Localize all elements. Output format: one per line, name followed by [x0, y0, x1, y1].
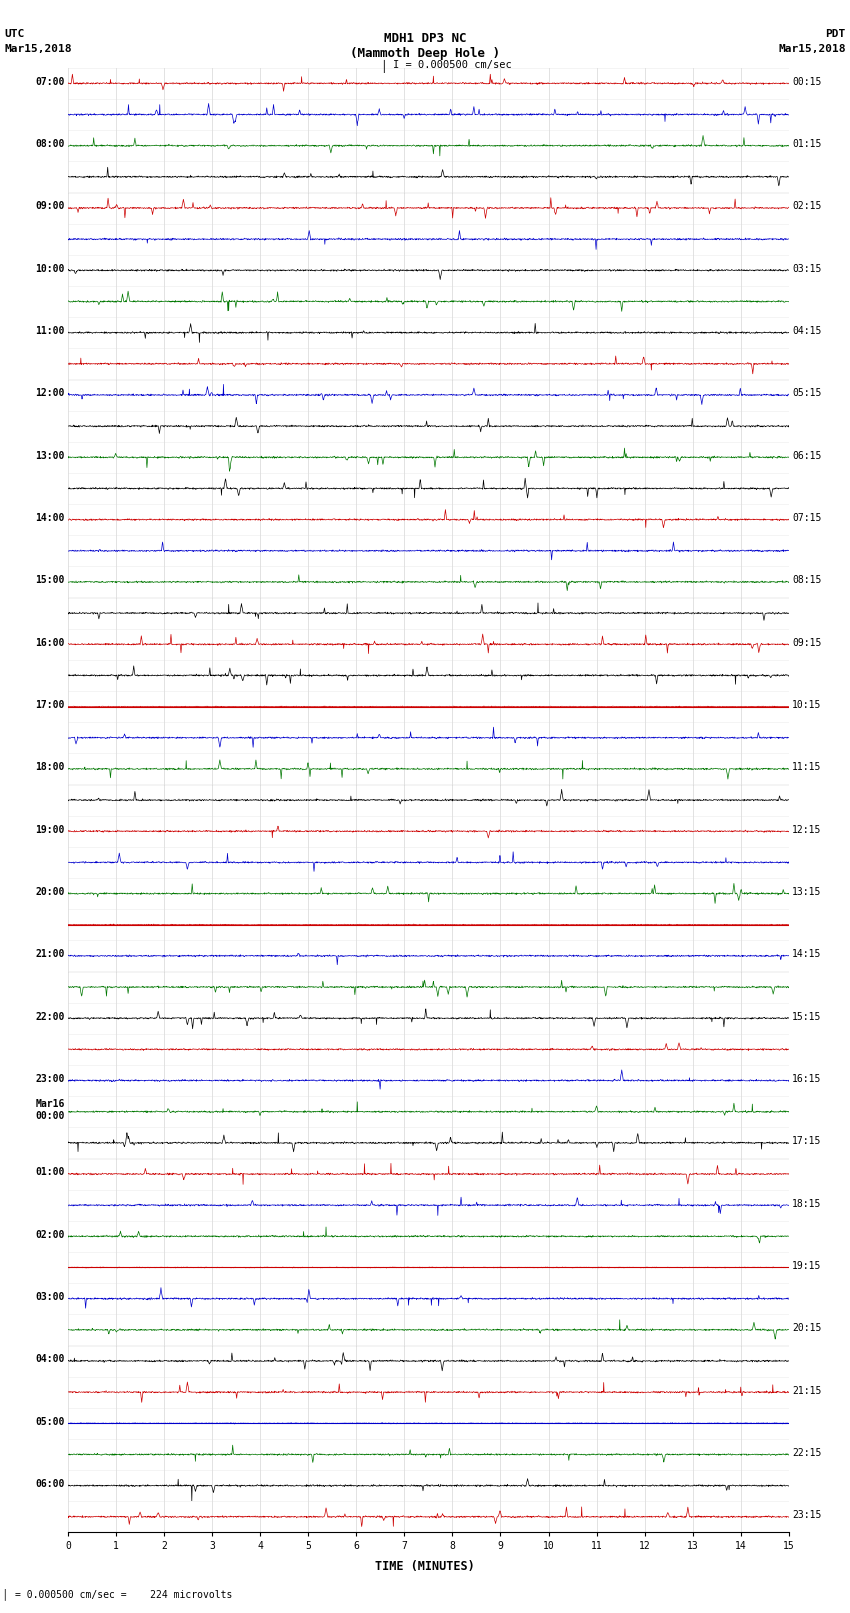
Text: 10:00: 10:00 [35, 265, 65, 274]
Text: 00:15: 00:15 [792, 77, 822, 87]
Text: 21:00: 21:00 [35, 950, 65, 960]
Text: = 0.000500 cm/sec =    224 microvolts: = 0.000500 cm/sec = 224 microvolts [15, 1590, 233, 1600]
Text: 07:00: 07:00 [35, 77, 65, 87]
Text: 23:15: 23:15 [792, 1510, 822, 1519]
Text: 02:15: 02:15 [792, 202, 822, 211]
Text: 22:00: 22:00 [35, 1011, 65, 1021]
Text: 09:15: 09:15 [792, 637, 822, 648]
Text: 11:15: 11:15 [792, 763, 822, 773]
Text: 13:15: 13:15 [792, 887, 822, 897]
Text: 06:15: 06:15 [792, 450, 822, 461]
Text: 03:15: 03:15 [792, 265, 822, 274]
Text: 21:15: 21:15 [792, 1386, 822, 1395]
Text: 05:00: 05:00 [35, 1416, 65, 1428]
Text: Mar15,2018: Mar15,2018 [4, 44, 71, 53]
Text: 08:15: 08:15 [792, 576, 822, 586]
Text: 11:00: 11:00 [35, 326, 65, 336]
Text: 12:00: 12:00 [35, 389, 65, 398]
Text: MDH1 DP3 NC: MDH1 DP3 NC [383, 32, 467, 45]
Text: 16:00: 16:00 [35, 637, 65, 648]
Text: 06:00: 06:00 [35, 1479, 65, 1489]
Text: 12:15: 12:15 [792, 824, 822, 834]
Text: 15:00: 15:00 [35, 576, 65, 586]
Text: 04:15: 04:15 [792, 326, 822, 336]
Text: 07:15: 07:15 [792, 513, 822, 523]
Text: 01:00: 01:00 [35, 1168, 65, 1177]
Text: 22:15: 22:15 [792, 1448, 822, 1458]
Text: Mar15,2018: Mar15,2018 [779, 44, 846, 53]
Text: 18:15: 18:15 [792, 1198, 822, 1208]
Text: 05:15: 05:15 [792, 389, 822, 398]
Text: 10:15: 10:15 [792, 700, 822, 710]
Text: 20:00: 20:00 [35, 887, 65, 897]
Text: TIME (MINUTES): TIME (MINUTES) [375, 1560, 475, 1573]
Text: 14:00: 14:00 [35, 513, 65, 523]
Text: 17:00: 17:00 [35, 700, 65, 710]
Text: 16:15: 16:15 [792, 1074, 822, 1084]
Text: 02:00: 02:00 [35, 1229, 65, 1240]
Text: 01:15: 01:15 [792, 139, 822, 148]
Text: 04:00: 04:00 [35, 1355, 65, 1365]
Text: 17:15: 17:15 [792, 1136, 822, 1147]
Text: 18:00: 18:00 [35, 763, 65, 773]
Text: 23:00: 23:00 [35, 1074, 65, 1084]
Text: 19:00: 19:00 [35, 824, 65, 834]
Text: 08:00: 08:00 [35, 139, 65, 148]
Text: 03:00: 03:00 [35, 1292, 65, 1302]
Text: ▏: ▏ [383, 60, 390, 73]
Text: ▏: ▏ [4, 1589, 10, 1600]
Text: 13:00: 13:00 [35, 450, 65, 461]
Text: PDT: PDT [825, 29, 846, 39]
Text: 20:15: 20:15 [792, 1323, 822, 1334]
Text: 19:15: 19:15 [792, 1261, 822, 1271]
Text: 14:15: 14:15 [792, 950, 822, 960]
Text: UTC: UTC [4, 29, 25, 39]
Text: (Mammoth Deep Hole ): (Mammoth Deep Hole ) [350, 47, 500, 60]
Text: 15:15: 15:15 [792, 1011, 822, 1021]
Text: Mar16
00:00: Mar16 00:00 [35, 1100, 65, 1121]
Text: I = 0.000500 cm/sec: I = 0.000500 cm/sec [393, 60, 512, 69]
Text: 09:00: 09:00 [35, 202, 65, 211]
